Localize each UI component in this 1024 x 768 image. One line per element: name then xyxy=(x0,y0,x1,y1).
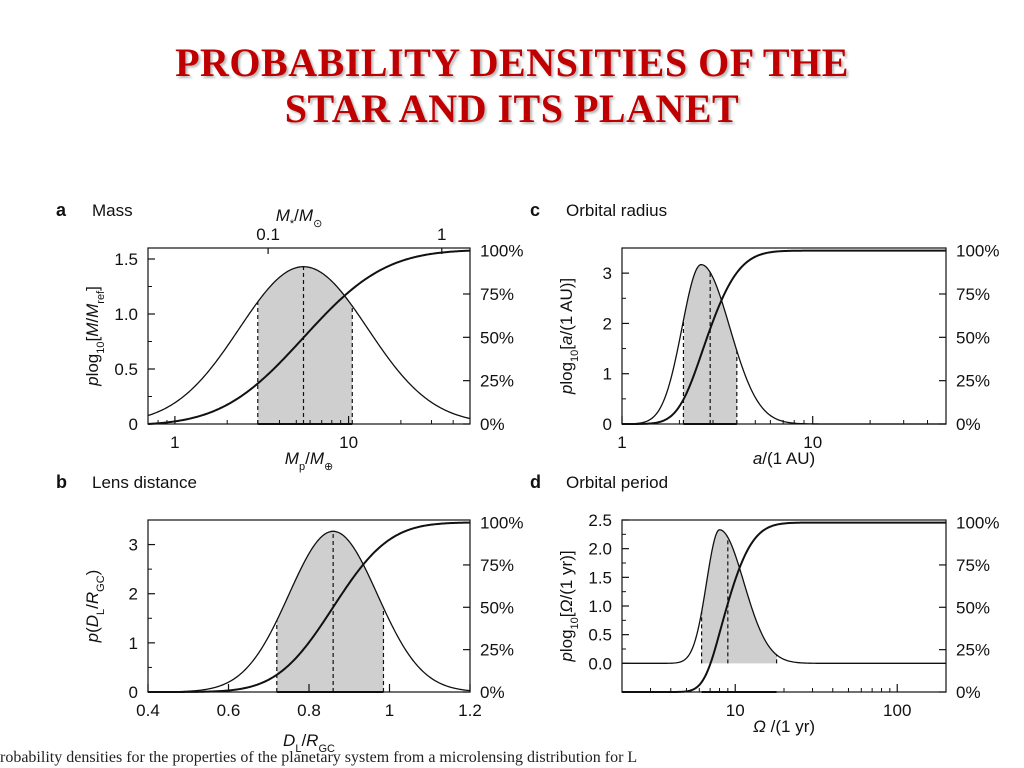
ytick-label-c-0: 0 xyxy=(603,415,612,434)
ytick-label-a-0: 0 xyxy=(129,415,138,434)
ytick-label-b-1: 1 xyxy=(129,634,138,653)
ytick-label-a-2: 1.0 xyxy=(114,305,138,324)
xaxis-label-d: Ω /(1 yr) xyxy=(753,717,815,736)
rtick-label-c-3: 75% xyxy=(956,285,990,304)
ytick-label-b-0: 0 xyxy=(129,683,138,702)
xtick-label-c-1: 10 xyxy=(803,433,822,452)
rtick-label-c-2: 50% xyxy=(956,328,990,347)
rtick-label-d-3: 75% xyxy=(956,556,990,575)
cumulative-curve-d xyxy=(622,521,946,693)
xtick-label-b-0: 0.4 xyxy=(136,701,160,720)
rtick-label-a-3: 75% xyxy=(480,285,514,304)
ytick-label-d-4: 2.0 xyxy=(588,540,612,559)
panel-letter-a: a xyxy=(56,200,67,220)
slide-title-line-2: STAR AND ITS PLANET xyxy=(284,86,740,131)
panel-name-b: Lens distance xyxy=(92,473,197,492)
rtick-label-d-2: 50% xyxy=(956,598,990,617)
xaxis-label-c: a/(1 AU) xyxy=(753,449,815,468)
top-axis-label: M*/M⊙ xyxy=(276,206,323,230)
xtick-label-b-4: 1.2 xyxy=(458,701,482,720)
cumulative-curve-c xyxy=(622,249,946,425)
yaxis-label-c: plog10[a/(1 AU)] xyxy=(557,278,581,395)
ytick-label-c-3: 3 xyxy=(603,264,612,283)
density-curve-d xyxy=(622,529,946,664)
rtick-label-d-1: 25% xyxy=(956,641,990,660)
density-curve-c xyxy=(621,263,946,425)
xtick-label-a-1: 10 xyxy=(339,433,358,452)
figure-caption-fragment: robability densities for the properties … xyxy=(0,749,638,766)
rtick-label-c-0: 0% xyxy=(956,415,981,434)
shaded-interval-a xyxy=(257,266,353,424)
ytick-label-c-2: 2 xyxy=(603,314,612,333)
rtick-label-b-3: 75% xyxy=(480,556,514,575)
ytick-label-d-2: 1.0 xyxy=(588,597,612,616)
panel-letter-d: d xyxy=(530,472,541,492)
rtick-label-a-0: 0% xyxy=(480,415,505,434)
ytick-label-c-1: 1 xyxy=(603,365,612,384)
yaxis-label-d: plog10[Ω/(1 yr)] xyxy=(557,550,581,662)
xtick-label-d-0: 10 xyxy=(726,701,745,720)
xtick-label-b-3: 1 xyxy=(385,701,394,720)
xaxis-label-b: DL/RGC xyxy=(283,731,335,755)
panel-a: 0 0.5 1.0 1.5 0% 25% 50% 75% 100% 1 10 0.1 1 M*/M⊙ a Ma… xyxy=(56,200,523,473)
rtick-label-d-4: 100% xyxy=(956,514,999,533)
ytick-label-a-1: 0.5 xyxy=(114,360,138,379)
shaded-interval-d xyxy=(701,529,777,664)
ytick-label-d-0: 0.0 xyxy=(588,654,612,673)
panel-letter-b: b xyxy=(56,472,67,492)
ytick-label-d-1: 0.5 xyxy=(588,626,612,645)
rtick-label-d-0: 0% xyxy=(956,683,981,702)
yaxis-label-a: plog10[M/Mref] xyxy=(83,286,107,387)
rtick-label-b-1: 25% xyxy=(480,641,514,660)
xtick-label-b-1: 0.6 xyxy=(217,701,241,720)
rtick-label-a-2: 50% xyxy=(480,328,514,347)
xtick-label-b-2: 0.8 xyxy=(297,701,321,720)
xtick-label-d-1: 100 xyxy=(883,701,911,720)
density-curve-a xyxy=(147,266,471,420)
ytick-label-d-3: 1.5 xyxy=(588,568,612,587)
top-tick-label-0: 0.1 xyxy=(256,225,280,244)
rtick-label-a-1: 25% xyxy=(480,372,514,391)
panel-name-d: Orbital period xyxy=(566,473,668,492)
plot-frame-a xyxy=(147,247,471,425)
density-curve-b xyxy=(148,530,471,693)
xtick-label-a-0: 1 xyxy=(170,433,179,452)
rtick-label-c-4: 100% xyxy=(956,242,999,261)
yaxis-label-b: p(DL/RGC) xyxy=(83,570,107,644)
panel-letter-c: c xyxy=(530,200,540,220)
ytick-label-d-5: 2.5 xyxy=(588,511,612,530)
rtick-label-b-0: 0% xyxy=(480,683,505,702)
ytick-label-b-3: 3 xyxy=(129,536,138,555)
rtick-label-b-2: 50% xyxy=(480,598,514,617)
ytick-label-a-3: 1.5 xyxy=(114,250,138,269)
plot-frame-d xyxy=(621,519,947,693)
rtick-label-b-4: 100% xyxy=(480,514,523,533)
rtick-label-a-4: 100% xyxy=(480,242,523,261)
slide-title-line-1: PROBABILITY DENSITIES OF THE xyxy=(175,40,849,85)
plot-frame-c xyxy=(621,247,947,425)
panel-name-a: Mass xyxy=(92,201,133,220)
top-tick-label-1: 1 xyxy=(437,225,446,244)
xaxis-label-a: Mp/M⊕ xyxy=(285,449,333,473)
panel-b: 0 1 2 3 0% 25% 50% 75% 100% 0.4 0.6 0.8 1 1.2 b Lens di… xyxy=(56,472,523,755)
panel-d: 0.0 0.5 1.0 1.5 2.0 2.5 0% 25% 50% 75% 100% 10 100 d O… xyxy=(530,472,999,736)
ytick-label-b-2: 2 xyxy=(129,585,138,604)
rtick-label-c-1: 25% xyxy=(956,372,990,391)
cumulative-curve-a xyxy=(147,249,471,425)
slide-title: PROBABILITY DENSITIES OF THE STAR AND IT… xyxy=(0,40,1024,132)
panel-name-c: Orbital radius xyxy=(566,201,667,220)
xtick-label-c-0: 1 xyxy=(617,433,626,452)
